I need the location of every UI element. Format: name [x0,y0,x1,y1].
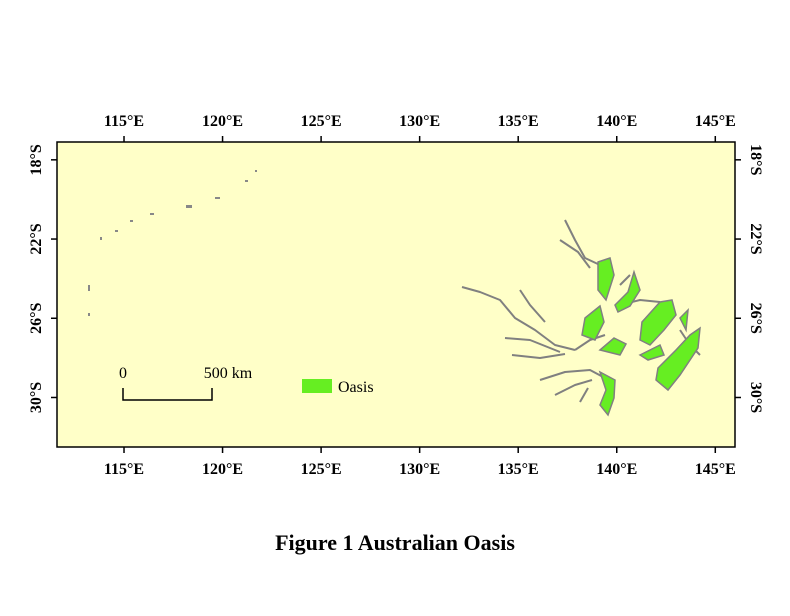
y-tick-label-right: 30°S [747,382,764,413]
x-tick-label-top: 145°E [695,113,736,130]
drainage-lines [461,219,701,403]
x-tick-label-bottom: 115°E [104,461,144,478]
x-tick-label-top: 130°E [399,113,440,130]
x-tick-label-bottom: 125°E [301,461,342,478]
y-tick-label-left: 18°S [28,144,45,175]
x-tick-label-bottom: 135°E [498,461,539,478]
y-tick-label-left: 30°S [28,382,45,413]
scale-bar [122,388,213,401]
x-tick-label-top: 115°E [104,113,144,130]
coastline-fragments [88,170,257,316]
x-tick-label-bottom: 145°E [695,461,736,478]
scale-start: 0 [119,365,127,382]
x-tick-label-bottom: 140°E [596,461,637,478]
y-tick-label-right: 26°S [747,303,764,334]
map-frame [56,141,736,448]
y-tick-label-right: 22°S [747,223,764,254]
x-tick-label-top: 140°E [596,113,637,130]
caption: Figure 1 Australian Oasis [275,530,515,555]
legend-label: Oasis [338,379,374,396]
y-tick-label-left: 26°S [28,303,45,334]
x-tick-label-top: 120°E [202,113,243,130]
scale-end: 500 km [204,365,253,382]
y-tick-label-left: 22°S [28,223,45,254]
y-tick-label-right: 18°S [747,144,764,175]
x-tick-label-bottom: 120°E [202,461,243,478]
x-tick-label-bottom: 130°E [399,461,440,478]
x-tick-label-top: 125°E [301,113,342,130]
oasis-areas [581,257,701,417]
x-tick-label-top: 135°E [498,113,539,130]
legend-swatch [302,379,332,393]
